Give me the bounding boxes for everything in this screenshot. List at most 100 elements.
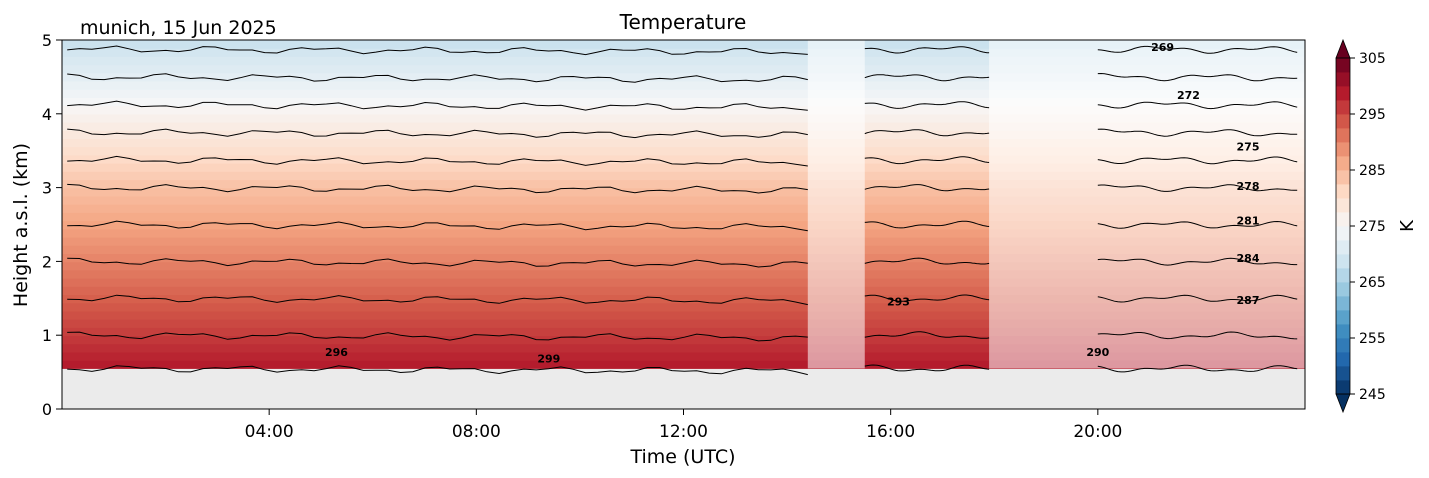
- contour-line: [864, 294, 990, 302]
- contour-line: [67, 294, 808, 306]
- colorbar-segment: [1336, 114, 1350, 129]
- contour-label: 299: [537, 353, 560, 366]
- contour-line: [864, 46, 990, 54]
- temperature-band: [62, 40, 1305, 49]
- contour-labels: 296 299 293 290 269 272 275 278 281 284 287: [325, 41, 1260, 365]
- colorbar-segment: [1336, 380, 1350, 395]
- contour-label: 272: [1177, 89, 1200, 102]
- temperature-band: [62, 343, 1305, 353]
- colorbar-segment: [1336, 352, 1350, 367]
- colorbar-segment: [1336, 268, 1350, 283]
- temperature-band: [62, 56, 1305, 66]
- sparse-data-overlay: [989, 40, 1305, 369]
- contour-line: [864, 156, 990, 165]
- temperature-band: [62, 89, 1305, 98]
- temperature-band: [62, 105, 1305, 115]
- temperature-band: [62, 269, 1305, 279]
- temperature-band: [62, 253, 1305, 263]
- colorbar-segment: [1336, 366, 1350, 381]
- contour-line: [67, 220, 808, 232]
- colorbar-tick-label: 275: [1359, 219, 1386, 235]
- temperature-band: [62, 286, 1305, 296]
- colorbar-segment: [1336, 254, 1350, 269]
- contour-label: 290: [1086, 346, 1109, 359]
- colorbar-segment: [1336, 338, 1350, 353]
- contour-line: [864, 220, 990, 229]
- contour-line: [864, 331, 990, 339]
- colorbar-segment: [1336, 240, 1350, 255]
- colorbar-segment: [1336, 58, 1350, 73]
- contour-line: [67, 100, 808, 111]
- contour-line: [67, 155, 808, 167]
- contour-line: [1097, 72, 1298, 82]
- y-tick-label: 2: [42, 252, 52, 271]
- temperature-band: [62, 335, 1305, 345]
- temperature-band: [62, 138, 1305, 148]
- y-tick-label: 0: [42, 400, 52, 419]
- temperature-band: [62, 228, 1305, 238]
- contour-line: [864, 364, 990, 372]
- contour-line: [1097, 331, 1298, 340]
- contour-label: 275: [1237, 141, 1260, 154]
- x-tick-label: 04:00: [245, 422, 294, 442]
- contour-line: [67, 331, 808, 342]
- temperature-band: [62, 195, 1305, 205]
- sparse-data-overlay: [807, 40, 865, 369]
- temperature-band: [62, 154, 1305, 164]
- temperature-band: [62, 179, 1305, 189]
- contour-label: 269: [1151, 41, 1174, 54]
- contour-line: [1097, 101, 1298, 110]
- colorbar-segment: [1336, 100, 1350, 115]
- colorbar-segment: [1336, 226, 1350, 241]
- temperature-band: [62, 64, 1305, 74]
- temperature-band: [62, 237, 1305, 246]
- temperature-band: [62, 97, 1305, 107]
- colorbar-segment: [1336, 282, 1350, 297]
- x-axis-label: Time (UTC): [629, 446, 735, 468]
- y-tick-label: 4: [42, 105, 52, 124]
- contour-line: [1097, 364, 1298, 373]
- colorbar-segment: [1336, 72, 1350, 87]
- contour-label: 293: [887, 296, 910, 309]
- temperature-band: [62, 81, 1305, 90]
- contour-line: [1097, 156, 1298, 165]
- contour-line: [67, 365, 808, 376]
- colorbar-segment: [1336, 212, 1350, 227]
- temperature-band: [62, 310, 1305, 320]
- colorbar-segment: [1336, 296, 1350, 311]
- contour-line: [67, 183, 808, 194]
- contour-line: [1097, 294, 1298, 303]
- contour-line: [1097, 184, 1298, 192]
- x-axis: 04:00 08:00 12:00 16:00 20:00: [245, 409, 1122, 442]
- colorbar-segment: [1336, 86, 1350, 101]
- colorbar: 245 255 265 275 285 295 305: [1335, 38, 1386, 414]
- contour-line: [864, 184, 990, 192]
- contour-line: [864, 101, 990, 109]
- contour-label: 284: [1237, 252, 1260, 265]
- contour-label: 287: [1237, 294, 1260, 307]
- contour-line: [1097, 128, 1298, 137]
- contour-lines: [67, 45, 1298, 376]
- temperature-band: [62, 327, 1305, 337]
- temperature-band: [62, 130, 1305, 140]
- contour-line: [864, 74, 990, 82]
- colorbar-extend-max: [1335, 38, 1351, 59]
- contour-label: 296: [325, 346, 348, 359]
- x-tick-label: 20:00: [1073, 422, 1122, 442]
- colorbar-tick-label: 255: [1359, 331, 1386, 347]
- temperature-field: [62, 40, 1305, 369]
- temperature-band: [62, 360, 1305, 369]
- temperature-band: [62, 212, 1305, 222]
- colorbar-segment: [1336, 142, 1350, 157]
- contour-line: [67, 257, 808, 268]
- contour-line: [864, 129, 990, 137]
- chart-subtitle: munich, 15 Jun 2025: [80, 17, 277, 39]
- contour-line: [1097, 45, 1298, 54]
- x-tick-label: 08:00: [452, 422, 501, 442]
- contour-line: [67, 73, 808, 83]
- colorbar-segment: [1336, 170, 1350, 185]
- temperature-band: [62, 351, 1305, 361]
- chart-title: Temperature: [619, 10, 747, 34]
- colorbar-tick-label: 295: [1359, 107, 1386, 123]
- temperature-band: [62, 319, 1305, 328]
